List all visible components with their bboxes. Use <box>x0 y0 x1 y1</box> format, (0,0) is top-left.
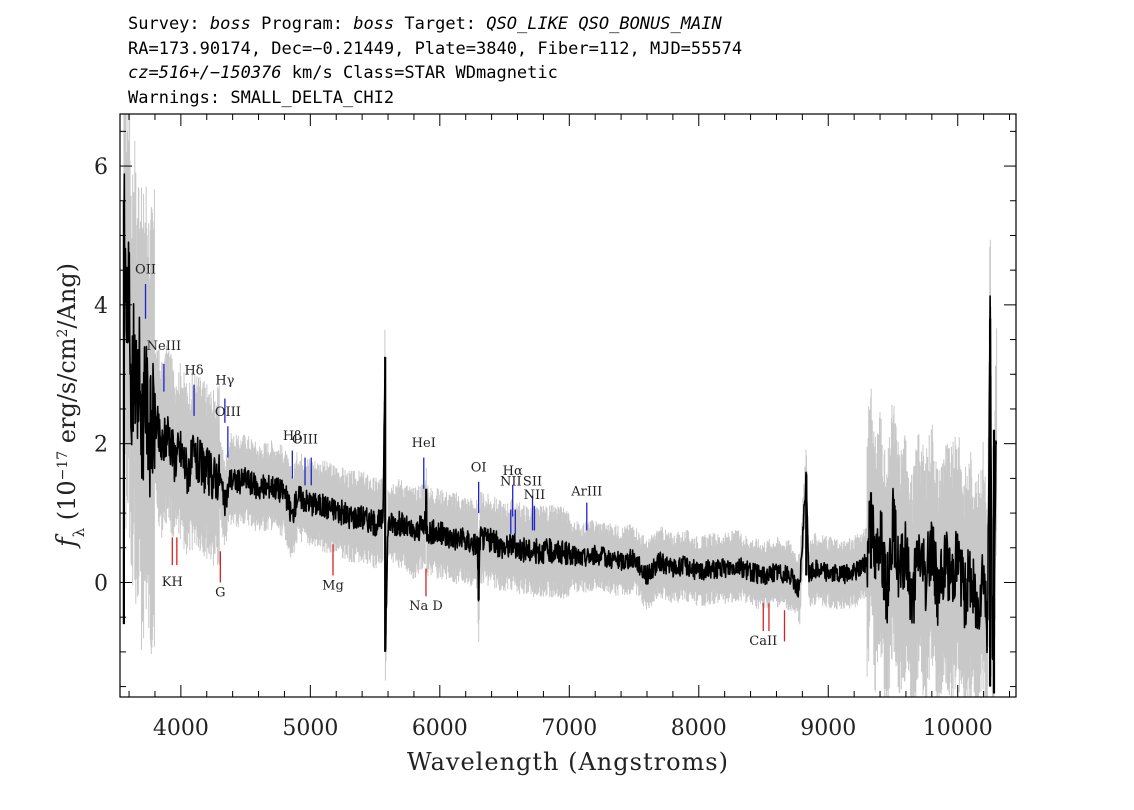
plot-frame <box>119 113 1017 698</box>
y-axis-label-part: −17 <box>55 451 71 481</box>
y-tick-label: 0 <box>94 571 108 596</box>
y-axis-label-part: erg/s/cm <box>53 337 81 451</box>
y-axis: 0 2 4 6 <box>94 130 1016 688</box>
survey-label: Survey: <box>128 14 210 34</box>
x-axis: 4000 5000 6000 7000 8000 9000 10000 <box>128 114 1011 741</box>
line-marker-label: OIII <box>292 433 318 448</box>
line-marker-label: ArIII <box>570 485 602 500</box>
y-axis-label-part: 2 <box>55 329 71 338</box>
x-axis-label: Wavelength (Angstroms) <box>407 748 729 776</box>
flux-spike-features <box>122 200 996 694</box>
line-marker-label: CaII <box>749 634 777 649</box>
survey-value: boss <box>209 14 251 34</box>
line-marker-label: Hδ <box>184 363 203 378</box>
line-marker-label: OIII <box>215 405 241 420</box>
y-axis-label-part: (10 <box>53 480 81 528</box>
line-marker-label: KH <box>162 575 183 590</box>
line-marker-label: Mg <box>322 578 344 593</box>
line-marker-label: NII <box>524 488 546 503</box>
flux-line-group <box>122 173 998 694</box>
line-marker-label: NII <box>500 474 522 489</box>
line-marker-label: NeIII <box>147 339 181 354</box>
target-label: Target: <box>394 14 487 34</box>
line-marker-label: SII <box>523 474 542 489</box>
y-axis-label: fλ (10−17 erg/s/cm2/Ang) <box>52 263 88 549</box>
line-marker-label: OII <box>135 263 156 278</box>
y-tick-label: 4 <box>94 294 108 319</box>
header-target-line: Survey: boss Program: boss Target: QSO_L… <box>128 12 742 37</box>
y-tick-label: 6 <box>94 155 108 180</box>
x-tick-label: 9000 <box>800 716 856 741</box>
program-label: Program: <box>250 14 354 34</box>
x-tick-label: 10000 <box>923 716 993 741</box>
x-tick-label: 5000 <box>282 716 338 741</box>
line-marker-label: HeI <box>412 436 436 451</box>
header-coordinates-line: RA=173.90174, Dec=−0.21449, Plate=3840, … <box>128 38 743 59</box>
target-value: QSO_LIKE QSO_BONUS_MAIN <box>486 14 722 34</box>
program-value: boss <box>353 14 395 34</box>
x-tick-label: 8000 <box>671 716 727 741</box>
x-tick-label: 4000 <box>153 716 209 741</box>
y-tick-label: 2 <box>94 433 108 458</box>
line-marker-label: Hα <box>503 464 523 479</box>
x-tick-label: 7000 <box>541 716 597 741</box>
y-axis-label-part: /Ang) <box>53 263 81 329</box>
header-warnings-line: Warnings: SMALL_DELTA_CHI2 <box>128 87 395 108</box>
line-marker-label: Hγ <box>215 374 234 389</box>
class-text: km/s Class=STAR WDmagnetic <box>281 63 558 83</box>
flux-series-line <box>123 173 998 661</box>
cz-value: cz=516+/−150376 <box>128 63 282 83</box>
line-marker-label: OI <box>471 460 487 475</box>
header-redshift-line: cz=516+/−150376 km/s Class=STAR WDmagnet… <box>128 61 742 86</box>
line-marker-label: G <box>215 585 225 600</box>
line-marker-label: Hβ <box>283 429 302 444</box>
spectrum-header: Survey: boss Program: boss Target: QSO_L… <box>128 12 742 110</box>
y-axis-label-part: λ <box>70 527 88 537</box>
x-tick-label: 6000 <box>412 716 468 741</box>
line-marker-label: Na D <box>409 599 443 614</box>
